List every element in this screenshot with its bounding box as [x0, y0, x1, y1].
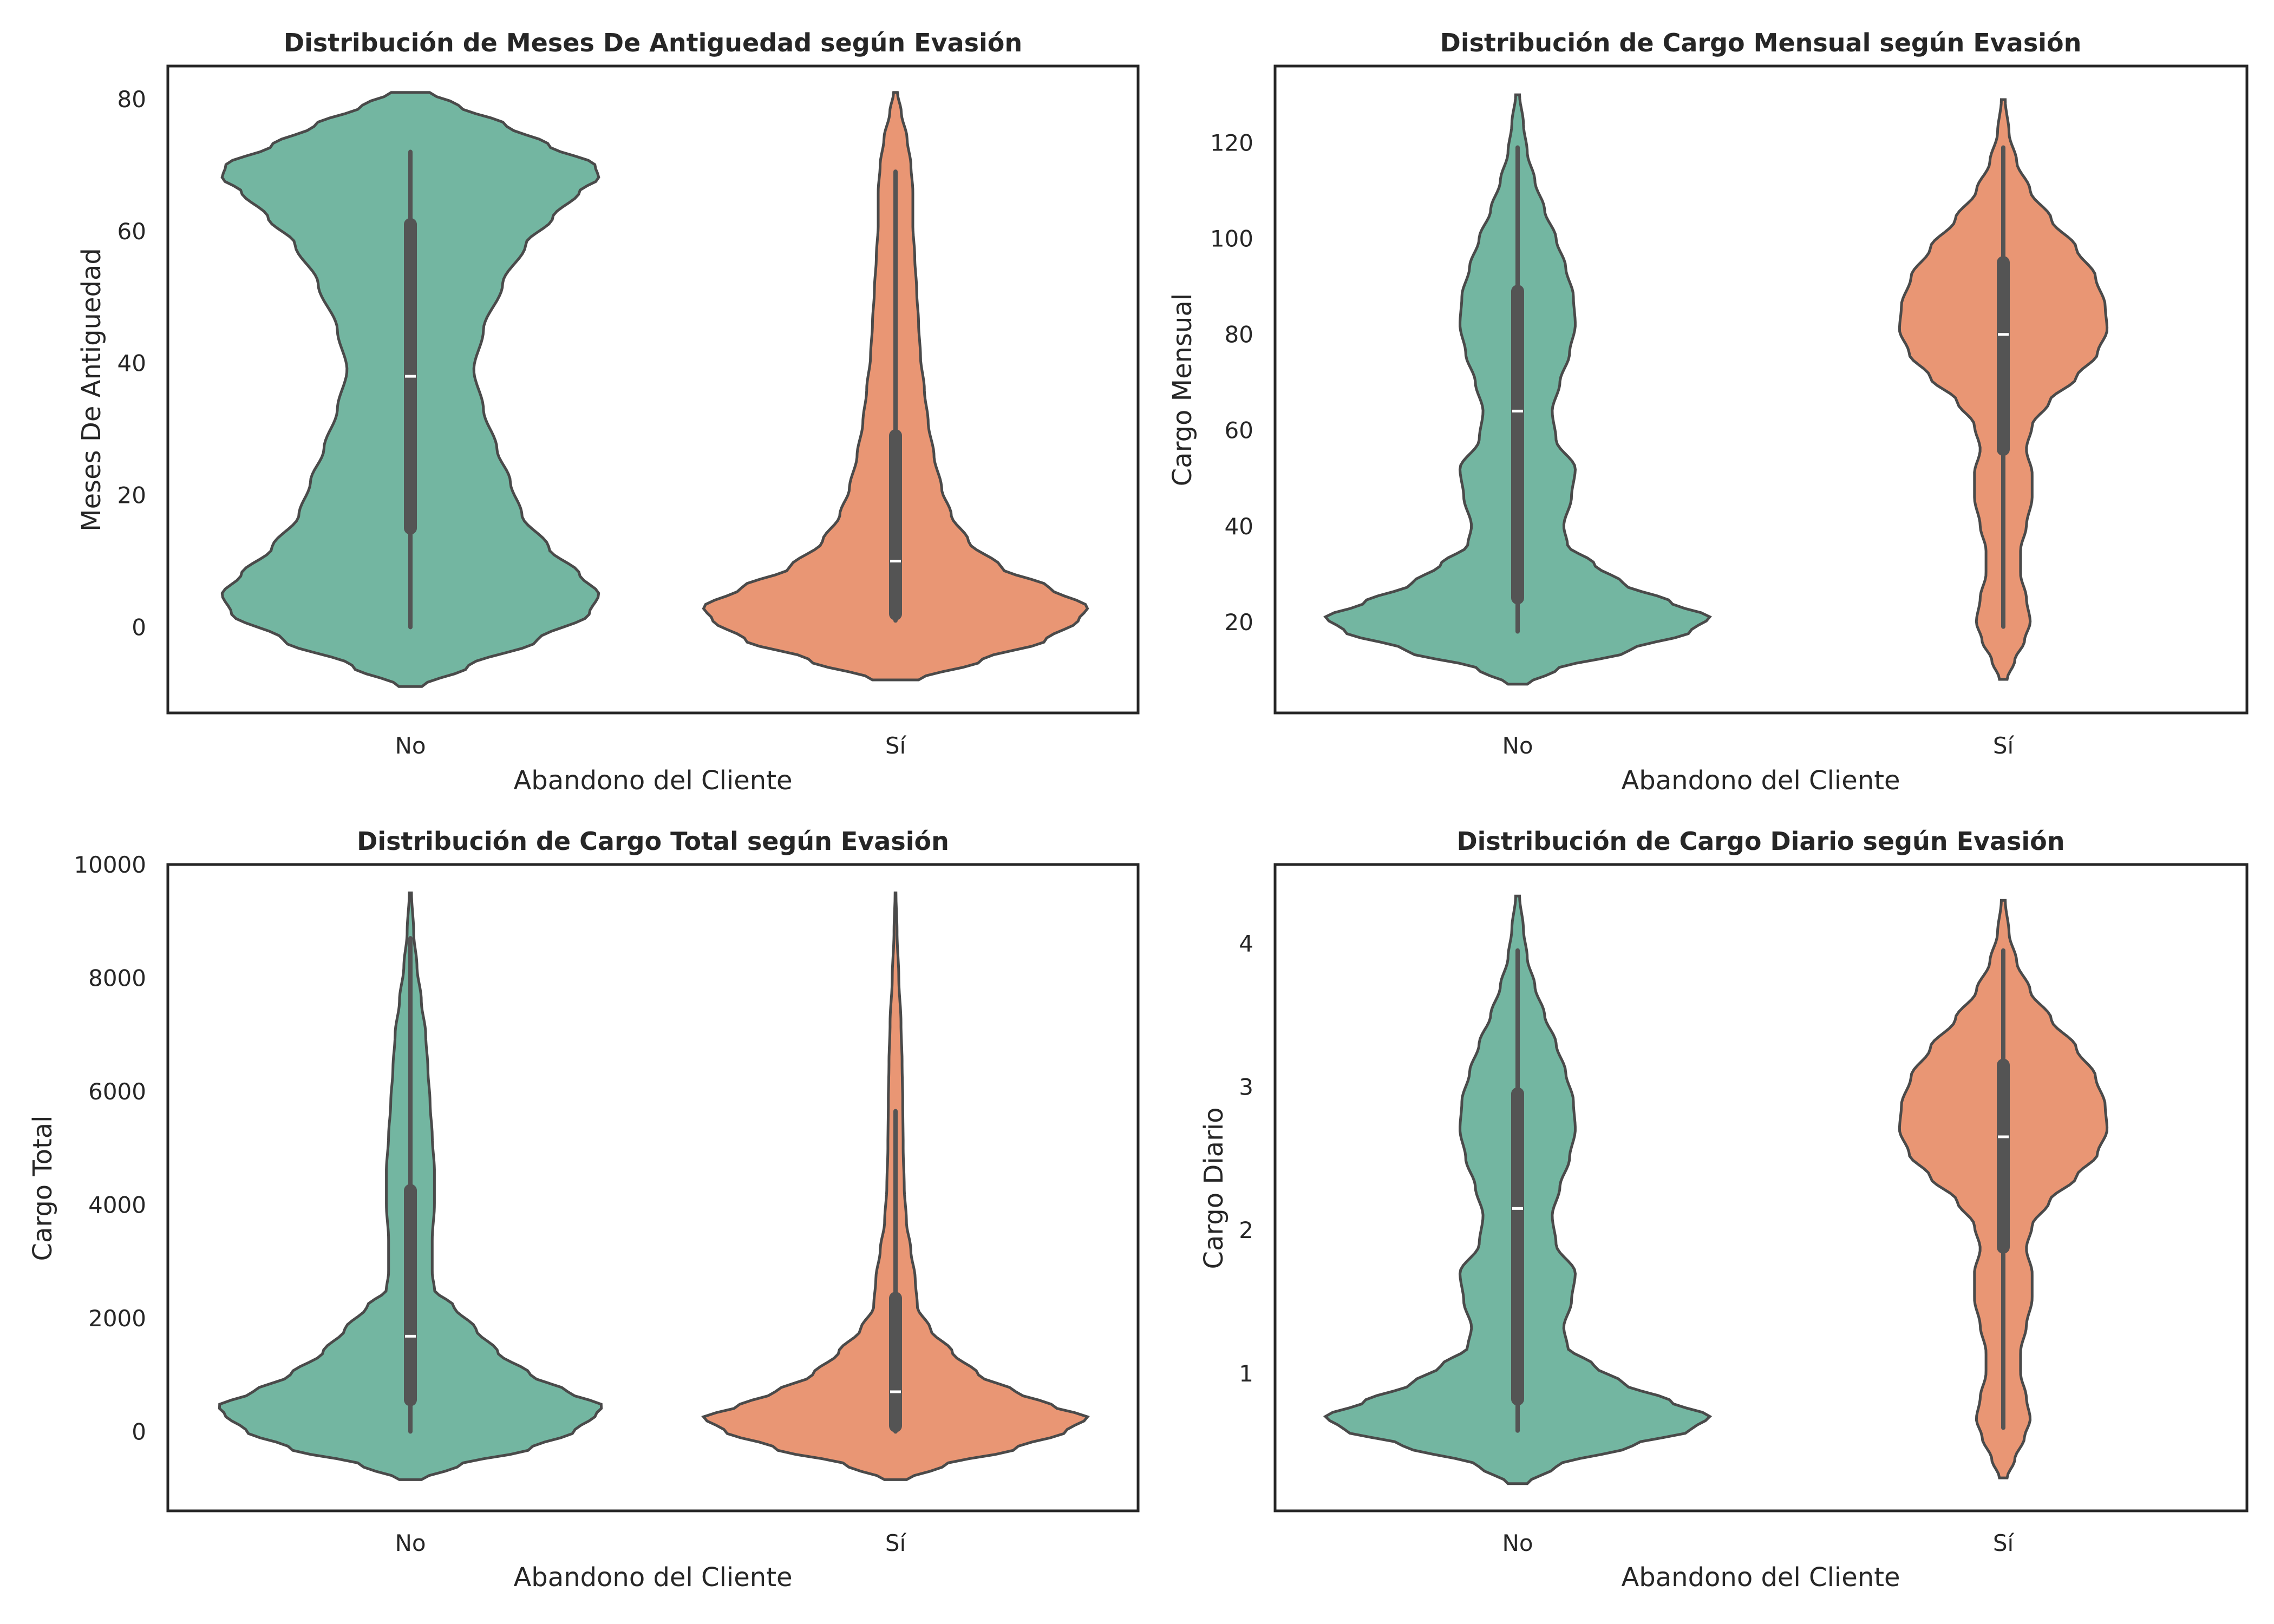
chart-title: Distribución de Cargo Mensual según Evas…: [1440, 28, 2082, 57]
y-tick-label: 6000: [88, 1078, 146, 1105]
plot-frame: [1273, 64, 2249, 715]
x-tick-label: No: [1502, 732, 1533, 759]
y-tick-label: 0: [132, 614, 146, 640]
panel-cargo-mensual: Distribución de Cargo Mensual según Evas…: [1167, 28, 2249, 796]
y-axis-label: Meses De Antiguedad: [76, 248, 107, 532]
x-tick-label: Sí: [885, 732, 907, 759]
plot-frame: [166, 64, 1140, 715]
x-tick-label: Sí: [1993, 732, 2015, 759]
panel-cargo-diario: Distribución de Cargo Diario según Evasi…: [1199, 827, 2249, 1593]
y-tick-label: 80: [1225, 322, 1253, 348]
y-axis-label: Cargo Total: [28, 1115, 58, 1261]
y-tick-label: 10000: [74, 852, 146, 878]
x-tick-label: No: [395, 1530, 426, 1556]
y-tick-label: 20: [1225, 609, 1253, 636]
y-axis-label: Cargo Diario: [1199, 1107, 1229, 1269]
x-tick-label: Sí: [1993, 1530, 2015, 1556]
y-tick-label: 40: [117, 350, 146, 377]
y-tick-label: 0: [132, 1418, 146, 1445]
chart-title: Distribución de Cargo Total según Evasió…: [357, 827, 949, 856]
x-tick-label: No: [1502, 1530, 1533, 1556]
x-axis-label: Abandono del Cliente: [513, 765, 792, 796]
plot-frame: [166, 863, 1140, 1512]
y-tick-label: 60: [117, 218, 146, 245]
y-tick-label: 20: [117, 482, 146, 509]
y-tick-label: 60: [1225, 417, 1253, 444]
x-tick-label: No: [395, 732, 426, 759]
y-tick-label: 120: [1210, 130, 1253, 156]
chart-title: Distribución de Meses De Antiguedad segú…: [284, 28, 1022, 57]
panel-meses-antiguedad: Distribución de Meses De Antiguedad segú…: [76, 28, 1140, 796]
y-tick-label: 3: [1239, 1073, 1253, 1100]
y-tick-label: 4: [1239, 931, 1253, 957]
y-axis-label: Cargo Mensual: [1167, 293, 1198, 486]
x-axis-label: Abandono del Cliente: [513, 1562, 792, 1593]
y-tick-label: 8000: [88, 965, 146, 991]
panel-cargo-total: Distribución de Cargo Total según Evasió…: [28, 827, 1140, 1593]
y-tick-label: 4000: [88, 1191, 146, 1218]
x-tick-label: Sí: [885, 1530, 907, 1556]
y-tick-label: 80: [117, 86, 146, 113]
y-tick-label: 2000: [88, 1305, 146, 1332]
plot-frame: [1273, 863, 2249, 1512]
x-axis-label: Abandono del Cliente: [1621, 765, 1900, 796]
y-tick-label: 2: [1239, 1217, 1253, 1243]
x-axis-label: Abandono del Cliente: [1621, 1562, 1900, 1593]
y-tick-label: 40: [1225, 513, 1253, 540]
y-tick-label: 1: [1239, 1360, 1253, 1387]
y-tick-label: 100: [1210, 226, 1253, 252]
chart-title: Distribución de Cargo Diario según Evasi…: [1456, 827, 2064, 856]
